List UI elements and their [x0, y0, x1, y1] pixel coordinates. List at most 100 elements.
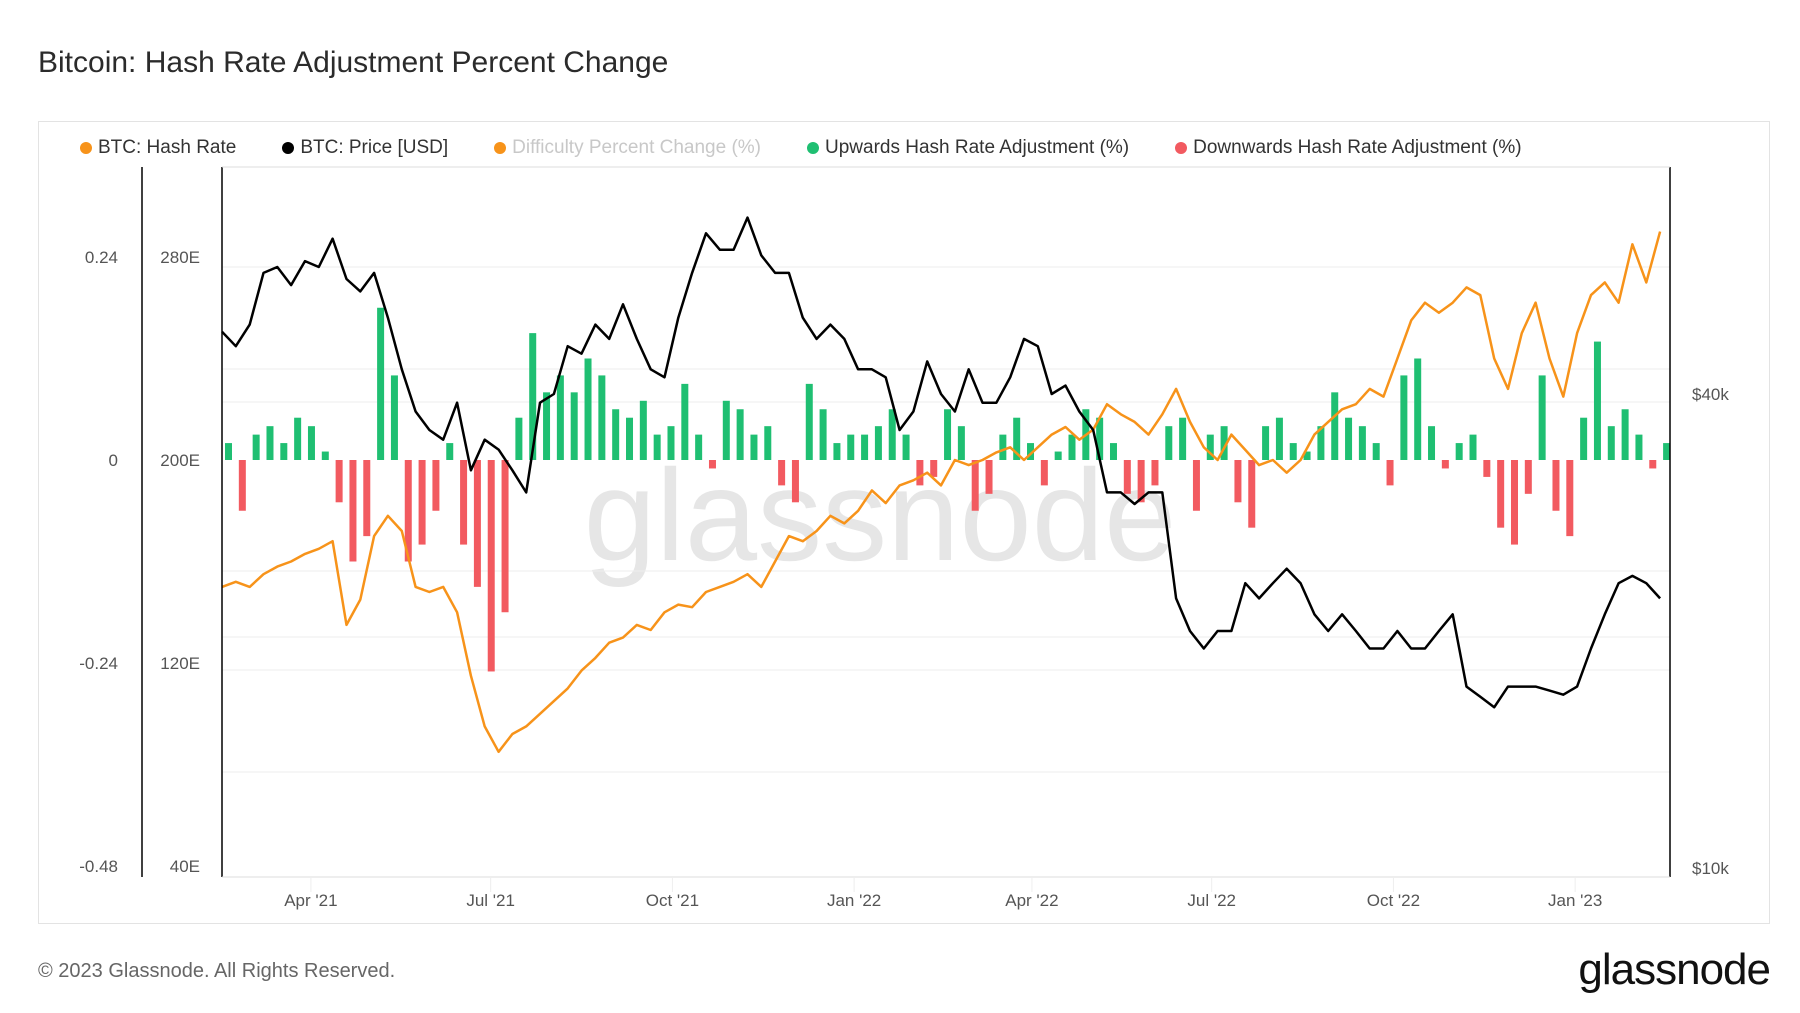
- price-tick-label: $40k: [1692, 385, 1729, 404]
- series-lines: [221, 216, 1662, 754]
- upward-adjustment-bar: [225, 443, 232, 460]
- upward-adjustment-bar: [944, 409, 952, 460]
- upward-adjustment-bar: [570, 392, 578, 460]
- upward-adjustment-bar: [1635, 434, 1643, 460]
- x-tick-label: Jan '23: [1548, 891, 1602, 910]
- upward-adjustment-bar: [805, 383, 813, 460]
- downward-adjustment-bar: [1248, 460, 1256, 528]
- downward-adjustment-bar: [1483, 460, 1491, 477]
- legend-item-price[interactable]: BTC: Price [USD]: [282, 137, 448, 159]
- upward-adjustment-bar: [722, 400, 730, 460]
- x-tick-label: Apr '22: [1005, 891, 1058, 910]
- legend-item-upwards[interactable]: Upwards Hash Rate Adjustment (%): [807, 137, 1129, 159]
- downward-adjustment-bar: [971, 460, 979, 511]
- x-tick-label: Jul '21: [466, 891, 515, 910]
- downward-adjustment-bar: [418, 460, 426, 545]
- downward-adjustment-bar: [708, 460, 716, 469]
- upward-adjustment-bar: [736, 409, 744, 460]
- upward-adjustment-bar: [1220, 426, 1228, 460]
- upward-adjustment-bar: [1358, 426, 1366, 460]
- upward-adjustment-bar: [321, 451, 329, 460]
- downward-adjustment-bar: [1510, 460, 1518, 545]
- downward-adjustment-bar: [778, 460, 786, 486]
- orange-dot-icon: [80, 142, 92, 154]
- orange-dot-icon: [494, 142, 507, 154]
- downward-adjustment-bar: [1552, 460, 1560, 511]
- upward-adjustment-bar: [681, 383, 689, 460]
- price-line: [221, 216, 1662, 709]
- upward-adjustment-bar: [1345, 417, 1353, 460]
- downward-adjustment-bar: [1151, 460, 1159, 486]
- upward-adjustment-bar: [1054, 451, 1062, 460]
- upward-adjustment-bar: [390, 375, 398, 460]
- upward-adjustment-bar: [1428, 426, 1436, 460]
- upward-adjustment-bar: [1027, 443, 1035, 460]
- upward-adjustment-bar: [556, 375, 564, 460]
- legend-label: BTC: Hash Rate: [98, 137, 237, 158]
- hash-rate-line: [221, 231, 1662, 754]
- red-dot-icon: [1175, 142, 1188, 154]
- legend-item-downwards[interactable]: Downwards Hash Rate Adjustment (%): [1175, 137, 1522, 159]
- glassnode-logo: glassnode: [1578, 945, 1771, 994]
- legend-label: Difficulty Percent Change (%): [512, 137, 762, 158]
- downward-adjustment-bar: [1649, 460, 1657, 469]
- downward-adjustment-bar: [791, 460, 799, 503]
- downward-adjustment-bar: [1386, 460, 1394, 486]
- upward-adjustment-bar: [1068, 434, 1076, 460]
- downward-adjustment-bar: [238, 460, 246, 511]
- upward-adjustment-bar: [874, 426, 882, 460]
- upward-adjustment-bar: [653, 434, 661, 460]
- downward-adjustment-bar: [1566, 460, 1574, 537]
- upward-adjustment-bar: [1372, 443, 1380, 460]
- upward-adjustment-bar: [1538, 375, 1546, 460]
- upward-adjustment-bar: [294, 417, 302, 460]
- upward-adjustment-bar: [1331, 392, 1339, 460]
- upward-adjustment-bar: [819, 409, 827, 460]
- downward-adjustment-bar: [1192, 460, 1200, 511]
- upward-adjustment-bar: [612, 409, 620, 460]
- upward-adjustment-bar: [957, 426, 965, 460]
- upward-adjustment-bar: [1013, 417, 1021, 460]
- upward-adjustment-bar: [1262, 426, 1270, 460]
- upward-adjustment-bar: [1580, 417, 1588, 460]
- upward-adjustment-bar: [639, 400, 647, 460]
- page-title: Bitcoin: Hash Rate Adjustment Percent Ch…: [38, 46, 669, 79]
- downward-adjustment-bar: [1524, 460, 1532, 494]
- x-tick-label: Jan '22: [827, 891, 881, 910]
- upward-adjustment-bar: [515, 417, 523, 460]
- legend-item-hash-rate[interactable]: BTC: Hash Rate: [80, 137, 236, 159]
- downward-adjustment-bar: [930, 460, 938, 477]
- pct-tick-label: -0.48: [79, 857, 118, 876]
- upward-adjustment-bar: [1289, 443, 1297, 460]
- upward-adjustment-bar: [584, 358, 592, 460]
- upward-adjustment-bar: [1275, 417, 1283, 460]
- upward-adjustment-bar: [1317, 426, 1325, 460]
- downward-adjustment-bar: [501, 460, 509, 613]
- legend: BTC: Hash Rate BTC: Price [USD] Difficul…: [80, 137, 1522, 159]
- price-tick-label: $10k: [1692, 859, 1729, 878]
- x-tick-label: Apr '21: [284, 891, 337, 910]
- downward-adjustment-bar: [1123, 460, 1131, 494]
- chart-panel: [38, 121, 1770, 924]
- upward-adjustment-bar: [1455, 443, 1463, 460]
- x-tick-label: Oct '21: [646, 891, 699, 910]
- hash-tick-label: 40E: [170, 857, 200, 876]
- hash-tick-label: 280E: [160, 248, 200, 267]
- legend-item-difficulty[interactable]: Difficulty Percent Change (%): [494, 137, 761, 159]
- downward-adjustment-bar: [432, 460, 440, 511]
- hash-tick-label: 120E: [160, 654, 200, 673]
- downward-adjustment-bar: [404, 460, 412, 562]
- upward-adjustment-bar: [598, 375, 606, 460]
- copyright: © 2023 Glassnode. All Rights Reserved.: [38, 960, 396, 982]
- downward-adjustment-bar: [473, 460, 481, 587]
- upward-adjustment-bar: [252, 434, 260, 460]
- upward-adjustment-bar: [280, 443, 288, 460]
- watermark: glassnode: [584, 442, 1177, 588]
- upward-adjustment-bar: [1593, 341, 1601, 460]
- upward-adjustment-bar: [861, 434, 869, 460]
- downward-adjustment-bar: [335, 460, 343, 503]
- x-tick-label: Jul '22: [1187, 891, 1236, 910]
- hash-tick-label: 200E: [160, 451, 200, 470]
- downward-adjustment-bar: [1497, 460, 1505, 528]
